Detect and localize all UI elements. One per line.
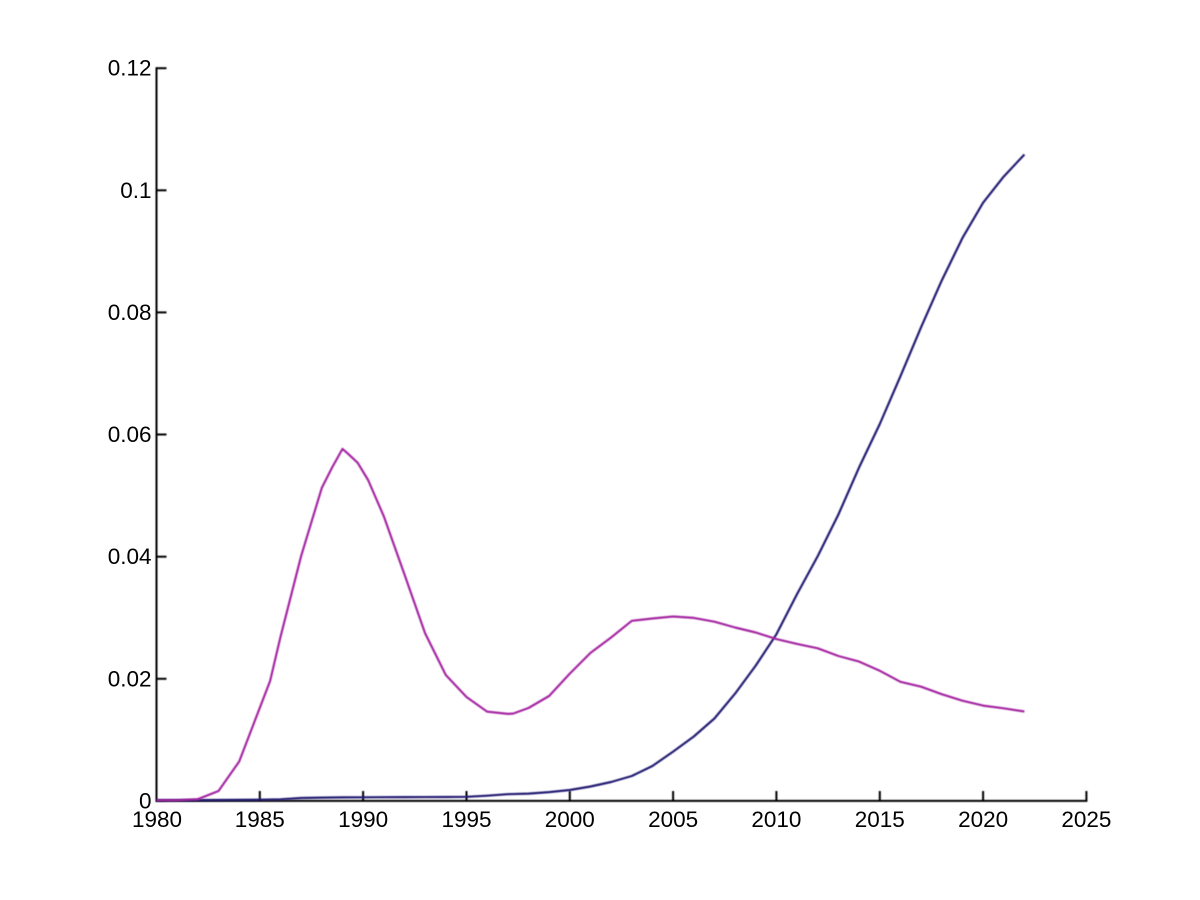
svg-text:1985: 1985 (235, 807, 285, 832)
svg-text:0.1: 0.1 (120, 178, 151, 203)
svg-text:0.02: 0.02 (108, 666, 152, 691)
svg-text:2020: 2020 (958, 807, 1008, 832)
svg-text:0.04: 0.04 (108, 544, 152, 569)
svg-text:0.08: 0.08 (108, 300, 152, 325)
svg-text:0.06: 0.06 (108, 422, 152, 447)
svg-text:2010: 2010 (751, 807, 801, 832)
svg-text:1995: 1995 (441, 807, 491, 832)
svg-text:0: 0 (139, 788, 152, 813)
svg-text:2000: 2000 (545, 807, 595, 832)
svg-text:2015: 2015 (855, 807, 905, 832)
svg-text:1980: 1980 (132, 807, 182, 832)
svg-text:0.12: 0.12 (108, 56, 152, 81)
svg-text:2025: 2025 (1061, 807, 1111, 832)
svg-text:1990: 1990 (338, 807, 388, 832)
svg-text:2005: 2005 (648, 807, 698, 832)
